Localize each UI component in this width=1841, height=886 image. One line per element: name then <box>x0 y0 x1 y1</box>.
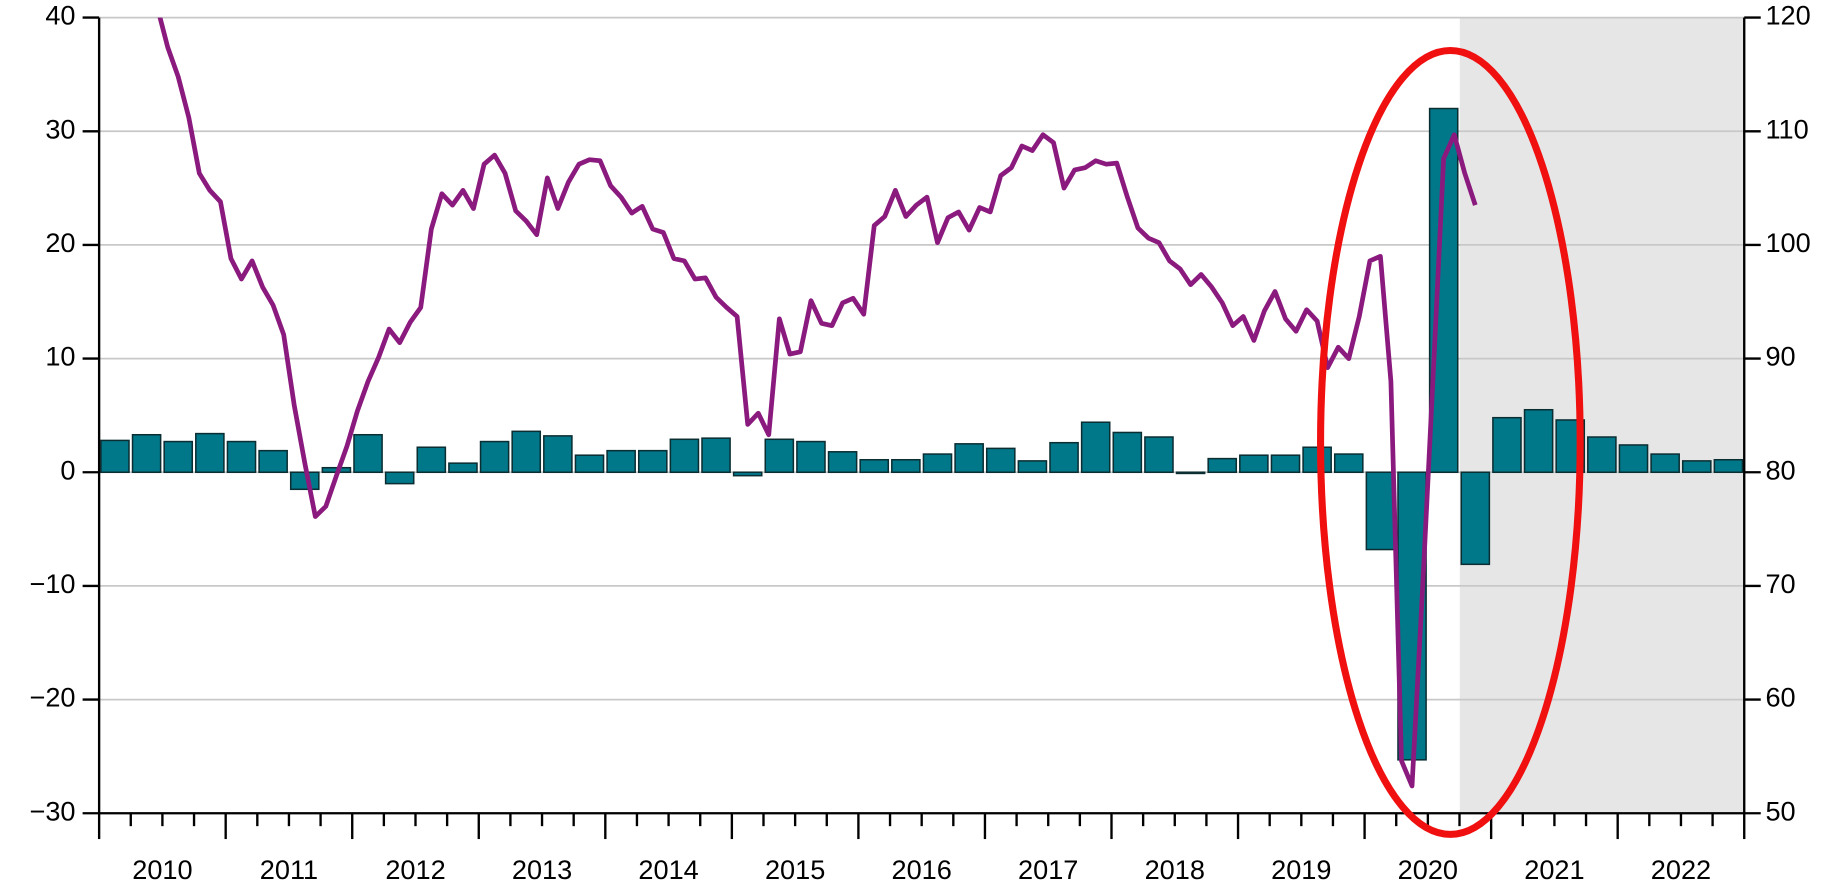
bar <box>1587 436 1617 474</box>
bar <box>701 437 731 474</box>
bar <box>606 449 636 474</box>
x-tick-label: 2012 <box>385 855 445 885</box>
bar <box>1333 453 1364 474</box>
x-tick-label: 2021 <box>1524 855 1584 885</box>
bar <box>1207 457 1238 474</box>
x-tick-label: 2019 <box>1271 855 1331 885</box>
bar <box>1618 444 1649 474</box>
y-tick-label: 20 <box>45 228 75 258</box>
bar <box>131 433 162 474</box>
bar <box>1460 471 1491 566</box>
bar <box>353 433 383 474</box>
bar <box>226 440 257 474</box>
x-tick-label: 2013 <box>512 855 572 885</box>
bar <box>1239 454 1269 474</box>
y2-tick-label: 70 <box>1765 569 1795 599</box>
x-tick-label: 2020 <box>1398 855 1458 885</box>
bar <box>859 458 890 474</box>
bar <box>1650 453 1680 474</box>
bar <box>985 447 1016 474</box>
bar <box>574 454 605 474</box>
bar <box>100 439 130 474</box>
bar <box>1175 471 1206 475</box>
bar <box>258 449 288 474</box>
bar <box>732 471 763 477</box>
y-tick-label: −30 <box>30 796 76 826</box>
x-tick-label: 2022 <box>1651 855 1711 885</box>
bar <box>384 471 415 485</box>
line <box>157 17 1478 789</box>
bar <box>543 435 573 474</box>
highlight-ellipse <box>1317 46 1584 838</box>
y-tick-label: 40 <box>45 1 75 31</box>
y2-tick-label: 110 <box>1765 114 1808 144</box>
y-tick-label: −20 <box>30 683 76 713</box>
y2-tick-label: 100 <box>1765 228 1810 258</box>
bar <box>479 440 510 474</box>
axes: −30 −20 −10 0 10 20 30 40 50 60 70 80 90 100 110 120 201… <box>30 1 1811 885</box>
bar <box>448 462 478 474</box>
y-tick-label: 30 <box>45 114 75 144</box>
forecast-shading <box>1459 17 1745 814</box>
x-tick-label: 2015 <box>765 855 825 885</box>
y-tick-label: 10 <box>45 342 75 372</box>
bar <box>827 451 858 474</box>
bar <box>1523 408 1554 474</box>
bar <box>511 430 542 474</box>
bar <box>1080 421 1111 474</box>
bar <box>669 438 700 474</box>
line-layer <box>157 17 1478 789</box>
bar <box>637 449 668 474</box>
y2-tick-label: 80 <box>1765 455 1795 485</box>
bar <box>1365 471 1396 551</box>
bar <box>1492 416 1522 474</box>
x-tick-label: 2017 <box>1018 855 1078 885</box>
bar <box>1112 431 1143 474</box>
y2-tick-label: 90 <box>1765 342 1795 372</box>
bars <box>100 107 1744 761</box>
bar <box>954 443 984 474</box>
x-tick-label: 2018 <box>1145 855 1205 885</box>
x-tick-label: 2011 <box>260 855 318 885</box>
bar <box>163 440 194 474</box>
y-tick-label: −10 <box>30 569 76 599</box>
bar <box>1713 458 1744 474</box>
x-tick-label: 2016 <box>892 855 952 885</box>
bar <box>922 453 953 474</box>
bar <box>1270 454 1301 474</box>
bar <box>891 458 921 474</box>
bar <box>764 438 795 474</box>
bar <box>796 440 826 474</box>
bar <box>1681 460 1712 474</box>
x-tick-label: 2010 <box>132 855 192 885</box>
y-tick-label: 0 <box>60 455 75 485</box>
y2-tick-label: 120 <box>1765 1 1810 31</box>
y2-tick-label: 50 <box>1765 796 1795 826</box>
bar <box>416 446 447 474</box>
bar <box>195 432 225 474</box>
bar <box>1049 441 1079 474</box>
bar <box>1017 460 1048 474</box>
x-tick-label: 2014 <box>638 855 698 885</box>
bar <box>1144 436 1174 474</box>
y2-tick-label: 60 <box>1765 683 1795 713</box>
